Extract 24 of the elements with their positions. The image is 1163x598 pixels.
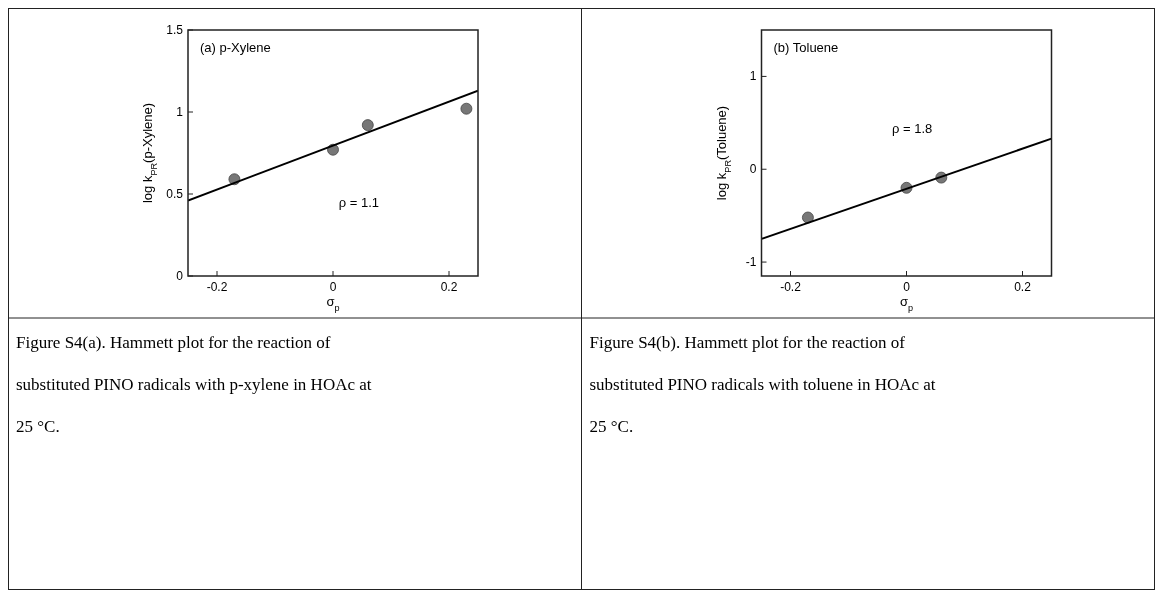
text: (b) Toluene [773,40,839,55]
y-tick-label: 0 [176,269,184,283]
text: Figure S4(b). Hammett plot for the reaction of substituted PINO radicals with toluene in HOAc at 25 °C. [589,333,936,436]
point [802,211,814,224]
y-tick-label: 1.5 [166,23,184,37]
annotation: ρ = 1.8 [892,121,933,137]
point [460,102,473,115]
y-tick-label: 1 [749,69,757,84]
x-tick-label: 0.2 [1014,280,1032,294]
text: (a) p-Xylene [200,40,271,55]
point [361,119,374,132]
text: Figure S4(a). Hammett plot for the reaction of substituted PINO radicals with p-xylene in HOAc at 25 °C. [16,333,372,436]
x-tick-label: -0.2 [780,280,802,294]
x-tick-label: -0.2 [206,280,228,294]
x-axis-title: σ$_{p}$ [326,294,340,313]
y-tick-label: -1 [745,255,757,270]
annotation: ρ = 1.1 [338,195,380,211]
x-tick-label: 0 [903,280,911,294]
x-tick-label: 0.2 [440,280,458,294]
y-tick-label: 0 [749,162,757,177]
x-axis-title: σ$_{p}$ [899,294,914,313]
x-tick-label: 0 [329,280,337,294]
y-tick-label: 1 [176,105,184,119]
y-tick-label: 0.5 [166,187,184,201]
